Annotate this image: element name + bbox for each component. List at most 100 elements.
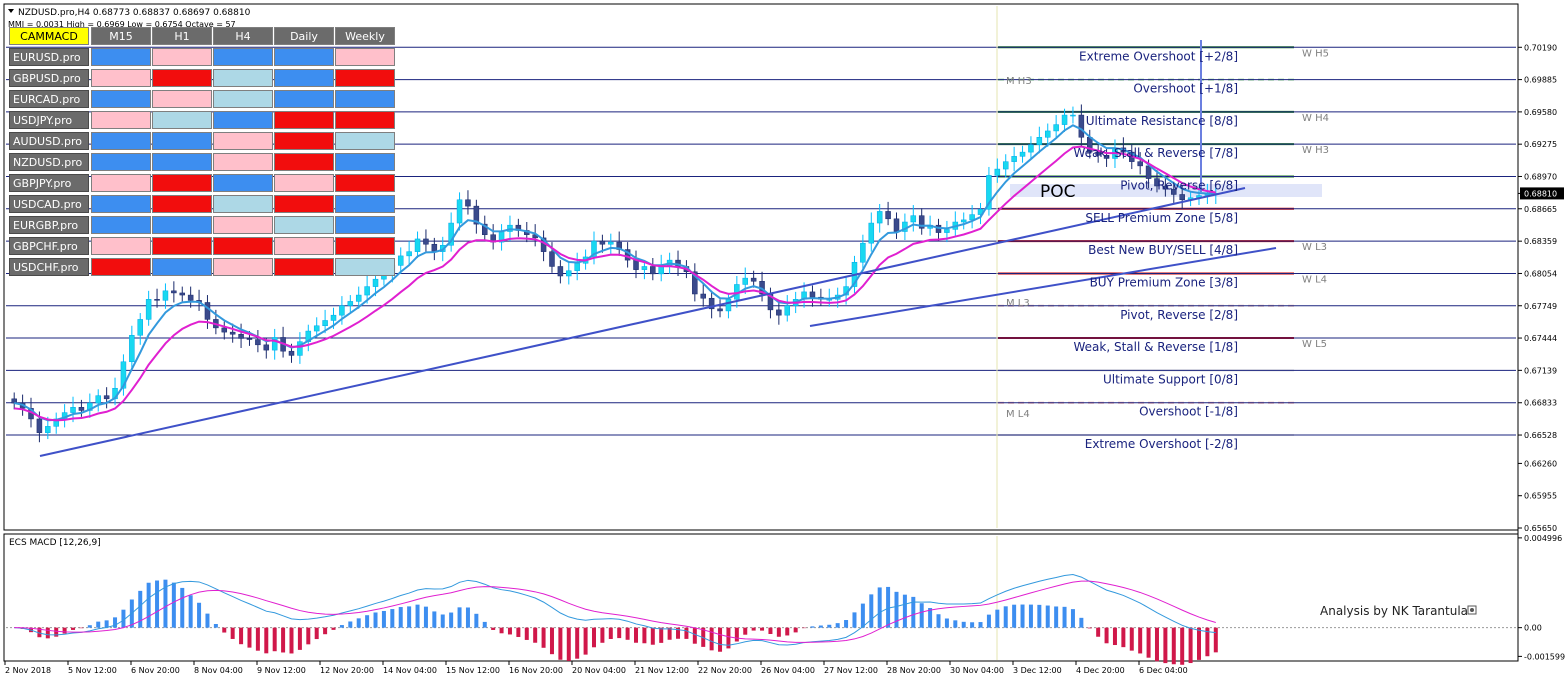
- heatmap-cell: [274, 237, 334, 255]
- candle-bullish[interactable]: [313, 317, 320, 338]
- macd-histogram-bar: [163, 579, 168, 628]
- candle-bullish[interactable]: [120, 354, 127, 396]
- candle-bullish[interactable]: [784, 295, 791, 322]
- macd-panel[interactable]: [3, 533, 1519, 662]
- candle-bullish[interactable]: [397, 247, 404, 274]
- heatmap-pair-label[interactable]: AUDUSD.pro: [9, 132, 89, 150]
- candle-bearish[interactable]: [717, 299, 723, 318]
- candle-bullish[interactable]: [137, 313, 143, 345]
- candle-bearish[interactable]: [465, 190, 471, 215]
- candle-bearish[interactable]: [179, 286, 186, 302]
- candle-bearish[interactable]: [1103, 148, 1110, 167]
- candle-bullish[interactable]: [876, 204, 883, 233]
- candle-bullish[interactable]: [1070, 106, 1076, 124]
- candle-bearish[interactable]: [700, 283, 706, 307]
- candle-bearish[interactable]: [473, 199, 480, 234]
- candle-bullish[interactable]: [608, 233, 614, 254]
- candle-body: [960, 219, 967, 223]
- candle-bearish[interactable]: [918, 208, 925, 235]
- heatmap-pair-label[interactable]: GBPUSD.pro: [9, 69, 89, 87]
- heatmap-pair-label[interactable]: EURUSD.pro: [9, 48, 89, 66]
- candle-bearish[interactable]: [154, 288, 160, 308]
- trendline-upper[interactable]: [809, 247, 1277, 327]
- heatmap-pair-label[interactable]: NZDUSD.pro: [9, 153, 89, 171]
- candle-bearish[interactable]: [557, 260, 564, 284]
- candle-bullish[interactable]: [271, 328, 278, 360]
- candle-bullish[interactable]: [641, 260, 648, 280]
- candle-bullish[interactable]: [1019, 145, 1026, 163]
- candle-bullish[interactable]: [1028, 136, 1034, 160]
- heatmap-pair-label[interactable]: USDJPY.pro: [9, 111, 89, 129]
- candle-bearish[interactable]: [885, 201, 891, 226]
- heatmap-pair-label[interactable]: USDCHF.pro: [9, 258, 89, 276]
- candle-bullish[interactable]: [162, 283, 169, 309]
- time-tick-label: 30 Nov 04:00: [950, 666, 1004, 675]
- candle-bearish[interactable]: [423, 229, 429, 252]
- macd-histogram-bar: [1003, 606, 1008, 628]
- candle-bullish[interactable]: [414, 231, 421, 258]
- candle-bullish[interactable]: [355, 286, 362, 309]
- candle-bearish[interactable]: [1171, 181, 1177, 203]
- candle-bullish[interactable]: [129, 325, 135, 371]
- heatmap-pair-label[interactable]: GBPCHF.pro: [9, 237, 89, 255]
- candle-bearish[interactable]: [11, 392, 17, 410]
- candle-bearish[interactable]: [750, 270, 757, 288]
- candle-bullish[interactable]: [960, 212, 967, 230]
- candle-bearish[interactable]: [229, 323, 236, 343]
- candle-bullish[interactable]: [145, 290, 152, 326]
- price-tick-label: 0.67749: [1524, 302, 1557, 311]
- candle-bullish[interactable]: [1002, 154, 1009, 178]
- candle-bullish[interactable]: [868, 212, 875, 252]
- candle-bearish[interactable]: [221, 321, 228, 340]
- candle-bullish[interactable]: [1061, 108, 1068, 132]
- candle-bullish[interactable]: [860, 234, 866, 270]
- candle-bearish[interactable]: [1095, 142, 1101, 163]
- candle-bullish[interactable]: [95, 389, 101, 412]
- candle-bearish[interactable]: [78, 399, 85, 417]
- candle-bearish[interactable]: [1162, 175, 1169, 197]
- murrey-level-label: Extreme Overshoot [-2/8]: [1085, 437, 1238, 451]
- macd-histogram-bar: [205, 613, 210, 628]
- heatmap-pair-label[interactable]: EURGBP.pro: [9, 216, 89, 234]
- candle-bearish[interactable]: [1154, 170, 1160, 193]
- candle-body: [473, 205, 480, 225]
- candle-bearish[interactable]: [103, 387, 110, 409]
- candle-bearish[interactable]: [187, 286, 194, 308]
- heatmap-pair-label[interactable]: GBPJPY.pro: [9, 174, 89, 192]
- candle-bullish[interactable]: [448, 212, 454, 252]
- candle-bullish[interactable]: [1011, 146, 1017, 172]
- candle-bearish[interactable]: [776, 301, 782, 325]
- heatmap-pair-label[interactable]: USDCAD.pro: [9, 195, 89, 213]
- candle-bearish[interactable]: [482, 215, 488, 242]
- candle-bearish[interactable]: [650, 258, 656, 281]
- candle-bearish[interactable]: [599, 234, 606, 253]
- trendline-lower[interactable]: [39, 187, 1246, 457]
- candle-bullish[interactable]: [406, 241, 412, 266]
- candle-bearish[interactable]: [692, 263, 698, 302]
- candle-bullish[interactable]: [1044, 123, 1051, 147]
- candle-body: [364, 286, 370, 296]
- heatmap-pair-label[interactable]: EURCAD.pro: [9, 90, 89, 108]
- candle-bullish[interactable]: [347, 295, 354, 312]
- macd-histogram-bar: [1205, 627, 1210, 657]
- candle-bullish[interactable]: [986, 166, 992, 216]
- candle-body: [1162, 185, 1169, 190]
- price-tick-label: 0.66528: [1524, 431, 1557, 440]
- candle-bullish[interactable]: [1036, 126, 1043, 154]
- macd-histogram-bar: [986, 614, 991, 628]
- candle-bearish[interactable]: [708, 290, 715, 319]
- candle-bearish[interactable]: [255, 330, 261, 353]
- candle-bullish[interactable]: [1053, 115, 1059, 138]
- candle-bearish[interactable]: [1137, 152, 1143, 175]
- candle-bullish[interactable]: [910, 205, 917, 232]
- candle-bearish[interactable]: [238, 323, 244, 348]
- candle-bullish[interactable]: [566, 262, 572, 285]
- candle-bullish[interactable]: [456, 192, 463, 231]
- candle-bullish[interactable]: [297, 332, 303, 364]
- symbol-dropdown-icon[interactable]: [8, 9, 14, 13]
- candle-bullish[interactable]: [322, 309, 328, 334]
- candle-bearish[interactable]: [171, 281, 177, 303]
- candle-bullish[interactable]: [994, 158, 1001, 183]
- macd-histogram-bar: [1062, 606, 1067, 628]
- candle-bearish[interactable]: [1078, 104, 1085, 147]
